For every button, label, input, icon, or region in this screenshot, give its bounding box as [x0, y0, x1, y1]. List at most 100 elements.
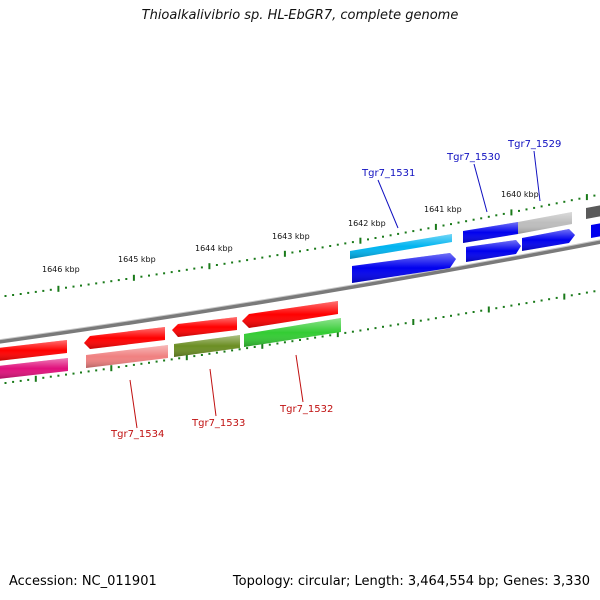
gene-label-tgr7-1534[interactable]: Tgr7_1534: [110, 429, 164, 440]
lower-major-tick: [185, 354, 188, 361]
lower-minor-tick: [57, 374, 60, 377]
lower-minor-tick: [502, 305, 505, 308]
lower-minor-tick: [344, 331, 347, 334]
lower-minor-tick: [593, 290, 596, 293]
lower-minor-tick: [321, 335, 324, 338]
lower-minor-tick: [193, 355, 196, 358]
lower-minor-tick: [533, 300, 536, 303]
upper-minor-tick: [276, 254, 279, 257]
upper-minor-tick: [570, 199, 573, 202]
upper-minor-tick: [389, 234, 392, 237]
upper-minor-tick: [163, 272, 166, 275]
tick-label-1643: 1643 kbp: [272, 232, 310, 241]
upper-minor-tick: [419, 228, 422, 231]
lower-minor-tick: [291, 340, 294, 343]
upper-minor-tick: [102, 281, 105, 284]
lower-minor-tick: [231, 349, 234, 352]
upper-minor-tick: [12, 294, 15, 296]
upper-minor-tick: [548, 203, 551, 206]
scale-labels: 1646 kbp 1645 kbp 1644 kbp 1643 kbp 1642…: [42, 190, 539, 274]
upper-minor-tick: [351, 241, 354, 244]
lower-minor-tick: [329, 334, 332, 337]
lower-minor-tick: [283, 341, 286, 344]
upper-minor-tick: [65, 286, 67, 289]
gene-label-tgr7-1533[interactable]: Tgr7_1533: [191, 418, 245, 429]
lower-minor-tick: [72, 372, 75, 375]
upper-minor-tick: [533, 206, 536, 209]
lower-minor-tick: [268, 343, 271, 346]
upper-minor-tick: [178, 269, 181, 272]
lower-minor-tick: [163, 359, 166, 362]
lower-minor-tick: [397, 323, 400, 326]
lower-minor-tick: [548, 298, 551, 301]
upper-minor-tick: [495, 214, 498, 217]
tick-label-1646: 1646 kbp: [42, 265, 80, 274]
upper-major-tick: [434, 223, 437, 230]
upper-minor-tick: [215, 264, 218, 266]
lower-minor-tick: [367, 328, 369, 331]
gene-label-tgr7-1531[interactable]: Tgr7_1531: [361, 168, 415, 179]
upper-minor-tick: [344, 242, 347, 245]
lower-minor-tick: [148, 361, 150, 364]
lower-minor-tick: [95, 369, 98, 372]
upper-minor-tick: [4, 295, 7, 297]
upper-minor-tick: [442, 224, 445, 227]
lower-minor-tick: [4, 382, 7, 384]
lower-minor-tick: [155, 360, 158, 363]
upper-minor-tick: [367, 238, 369, 241]
lower-minor-tick: [12, 380, 15, 383]
lower-minor-tick: [359, 329, 362, 332]
lower-minor-tick: [215, 351, 218, 354]
lower-minor-tick: [472, 311, 475, 313]
tick-label-1645: 1645 kbp: [118, 255, 156, 264]
upper-minor-tick: [563, 200, 566, 203]
upper-minor-tick: [140, 275, 143, 278]
upper-minor-tick: [125, 278, 128, 280]
upper-minor-tick: [117, 279, 120, 282]
lower-major-tick: [336, 331, 339, 338]
lower-minor-tick: [87, 370, 90, 373]
lower-minor-tick: [540, 299, 543, 302]
lower-major-tick: [412, 319, 415, 325]
upper-minor-tick: [472, 218, 475, 221]
lower-minor-tick: [510, 304, 513, 307]
upper-minor-tick: [185, 268, 188, 271]
lower-minor-tick: [585, 291, 588, 294]
lower-minor-tick: [382, 325, 384, 328]
upper-minor-tick: [291, 251, 294, 254]
gene-label-tgr7-1530[interactable]: Tgr7_1530: [446, 152, 500, 163]
lower-minor-tick: [49, 375, 52, 378]
upper-minor-tick: [427, 227, 430, 230]
lower-minor-tick: [276, 342, 279, 345]
lower-minor-tick: [246, 347, 249, 350]
gene-label-tgr7-1532[interactable]: Tgr7_1532: [279, 404, 333, 415]
upper-minor-tick: [223, 262, 226, 265]
upper-minor-tick: [329, 245, 332, 247]
lower-minor-tick: [42, 376, 45, 379]
lower-major-tick: [34, 375, 37, 382]
gene-feature-dark-grey[interactable]: [586, 205, 600, 219]
lower-major-tick: [110, 365, 113, 372]
upper-major-tick: [132, 274, 135, 281]
lower-minor-tick: [442, 316, 445, 318]
upper-minor-tick: [72, 285, 75, 288]
upper-minor-tick: [465, 220, 468, 223]
upper-major-tick: [57, 285, 60, 292]
lower-minor-tick: [351, 330, 354, 333]
upper-major-tick: [585, 194, 588, 201]
topology-label: Topology: circular; Length: 3,464,554 bp…: [232, 574, 590, 589]
lower-minor-tick: [570, 294, 573, 297]
gene-feature-blue-edge[interactable]: [591, 223, 600, 238]
lower-minor-tick: [404, 322, 407, 325]
lower-minor-tick: [200, 354, 203, 356]
upper-minor-tick: [34, 290, 37, 293]
gene-label-tgr7-1529[interactable]: Tgr7_1529: [507, 139, 561, 150]
gene-labels-bottom: Tgr7_1534 Tgr7_1533 Tgr7_1532: [110, 354, 333, 440]
lower-minor-tick: [178, 357, 181, 360]
lower-minor-tick: [102, 368, 105, 371]
upper-minor-tick: [246, 259, 249, 262]
upper-minor-tick: [382, 235, 384, 238]
lower-minor-tick: [427, 318, 430, 321]
lower-minor-tick: [374, 327, 377, 330]
